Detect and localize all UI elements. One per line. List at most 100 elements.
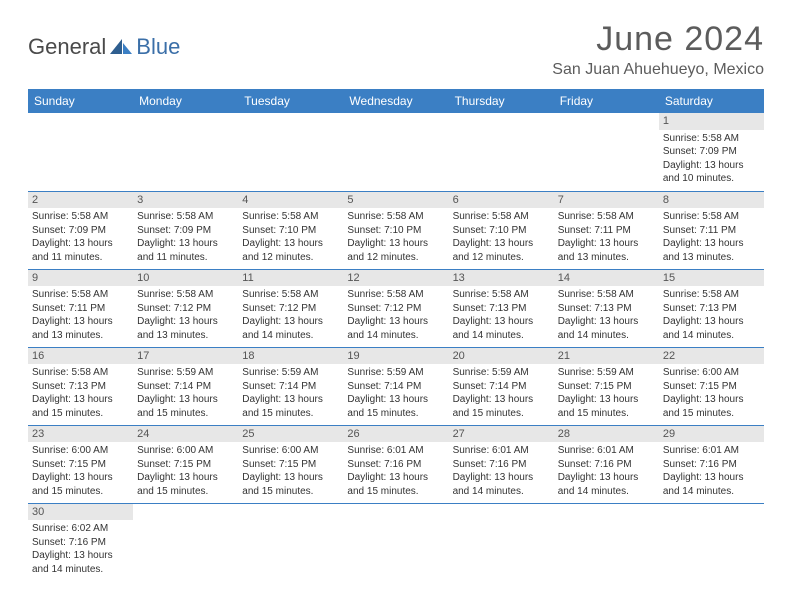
sunrise-line: Sunrise: 5:59 AM (137, 366, 234, 380)
sunset-line: Sunset: 7:15 PM (663, 380, 760, 394)
day-number: 10 (133, 270, 238, 287)
calendar-cell: 19Sunrise: 5:59 AMSunset: 7:14 PMDayligh… (343, 347, 448, 425)
calendar-cell: 2Sunrise: 5:58 AMSunset: 7:09 PMDaylight… (28, 191, 133, 269)
sunset-line: Sunset: 7:15 PM (32, 458, 129, 472)
day-number: 20 (449, 348, 554, 365)
day-number: 12 (343, 270, 448, 287)
sunrise-line: Sunrise: 5:58 AM (558, 210, 655, 224)
header: General Blue June 2024 San Juan Ahuehuey… (28, 20, 764, 79)
sunset-line: Sunset: 7:14 PM (242, 380, 339, 394)
day-number: 25 (238, 426, 343, 443)
daylight-line: Daylight: 13 hours and 15 minutes. (347, 471, 444, 498)
calendar-cell: 29Sunrise: 6:01 AMSunset: 7:16 PMDayligh… (659, 425, 764, 503)
calendar-cell: 4Sunrise: 5:58 AMSunset: 7:10 PMDaylight… (238, 191, 343, 269)
daylight-line: Daylight: 13 hours and 15 minutes. (347, 393, 444, 420)
daylight-line: Daylight: 13 hours and 15 minutes. (137, 471, 234, 498)
sunset-line: Sunset: 7:10 PM (347, 224, 444, 238)
sunset-line: Sunset: 7:15 PM (558, 380, 655, 394)
day-number: 5 (343, 192, 448, 209)
sunrise-line: Sunrise: 5:58 AM (663, 132, 760, 146)
daylight-line: Daylight: 13 hours and 13 minutes. (558, 237, 655, 264)
calendar-cell: 17Sunrise: 5:59 AMSunset: 7:14 PMDayligh… (133, 347, 238, 425)
calendar-cell: 15Sunrise: 5:58 AMSunset: 7:13 PMDayligh… (659, 269, 764, 347)
daylight-line: Daylight: 13 hours and 15 minutes. (663, 393, 760, 420)
calendar-cell: 8Sunrise: 5:58 AMSunset: 7:11 PMDaylight… (659, 191, 764, 269)
title-block: June 2024 San Juan Ahuehueyo, Mexico (552, 20, 764, 79)
day-number: 2 (28, 192, 133, 209)
brand-part2: Blue (136, 34, 180, 60)
calendar-cell: 10Sunrise: 5:58 AMSunset: 7:12 PMDayligh… (133, 269, 238, 347)
calendar-cell (343, 503, 448, 581)
sunrise-line: Sunrise: 6:01 AM (453, 444, 550, 458)
sunset-line: Sunset: 7:10 PM (453, 224, 550, 238)
sunset-line: Sunset: 7:09 PM (32, 224, 129, 238)
sunrise-line: Sunrise: 5:58 AM (32, 288, 129, 302)
sunset-line: Sunset: 7:09 PM (663, 145, 760, 159)
calendar-cell (554, 113, 659, 191)
daylight-line: Daylight: 13 hours and 15 minutes. (32, 393, 129, 420)
sunset-line: Sunset: 7:12 PM (137, 302, 234, 316)
sunrise-line: Sunrise: 6:00 AM (137, 444, 234, 458)
calendar-cell: 18Sunrise: 5:59 AMSunset: 7:14 PMDayligh… (238, 347, 343, 425)
sunrise-line: Sunrise: 5:58 AM (347, 210, 444, 224)
calendar-cell (133, 503, 238, 581)
sunrise-line: Sunrise: 6:00 AM (32, 444, 129, 458)
day-number: 24 (133, 426, 238, 443)
daylight-line: Daylight: 13 hours and 10 minutes. (663, 159, 760, 186)
month-title: June 2024 (552, 20, 764, 59)
calendar-cell (554, 503, 659, 581)
sunrise-line: Sunrise: 6:01 AM (558, 444, 655, 458)
daylight-line: Daylight: 13 hours and 14 minutes. (453, 315, 550, 342)
sunrise-line: Sunrise: 5:58 AM (242, 210, 339, 224)
daylight-line: Daylight: 13 hours and 14 minutes. (663, 315, 760, 342)
day-number: 17 (133, 348, 238, 365)
calendar-cell (659, 503, 764, 581)
calendar-cell: 3Sunrise: 5:58 AMSunset: 7:09 PMDaylight… (133, 191, 238, 269)
day-number: 3 (133, 192, 238, 209)
calendar-cell (449, 503, 554, 581)
day-number: 15 (659, 270, 764, 287)
sunrise-line: Sunrise: 5:58 AM (663, 210, 760, 224)
day-number: 28 (554, 426, 659, 443)
calendar-cell: 12Sunrise: 5:58 AMSunset: 7:12 PMDayligh… (343, 269, 448, 347)
day-number: 30 (28, 504, 133, 521)
weekday-header: Wednesday (343, 89, 448, 113)
calendar-cell: 13Sunrise: 5:58 AMSunset: 7:13 PMDayligh… (449, 269, 554, 347)
sunrise-line: Sunrise: 5:58 AM (453, 210, 550, 224)
calendar-cell: 1Sunrise: 5:58 AMSunset: 7:09 PMDaylight… (659, 113, 764, 191)
sunset-line: Sunset: 7:11 PM (32, 302, 129, 316)
sunrise-line: Sunrise: 5:58 AM (347, 288, 444, 302)
sunrise-line: Sunrise: 5:58 AM (137, 288, 234, 302)
sunset-line: Sunset: 7:16 PM (32, 536, 129, 550)
sunrise-line: Sunrise: 5:59 AM (347, 366, 444, 380)
calendar-cell (238, 113, 343, 191)
sunrise-line: Sunrise: 6:02 AM (32, 522, 129, 536)
calendar-head: SundayMondayTuesdayWednesdayThursdayFrid… (28, 89, 764, 113)
sunrise-line: Sunrise: 5:58 AM (663, 288, 760, 302)
calendar-cell (238, 503, 343, 581)
calendar-cell: 24Sunrise: 6:00 AMSunset: 7:15 PMDayligh… (133, 425, 238, 503)
weekday-header: Monday (133, 89, 238, 113)
calendar-cell: 11Sunrise: 5:58 AMSunset: 7:12 PMDayligh… (238, 269, 343, 347)
sunset-line: Sunset: 7:13 PM (453, 302, 550, 316)
sunrise-line: Sunrise: 5:58 AM (242, 288, 339, 302)
sunset-line: Sunset: 7:12 PM (347, 302, 444, 316)
sunrise-line: Sunrise: 5:58 AM (32, 366, 129, 380)
daylight-line: Daylight: 13 hours and 14 minutes. (558, 315, 655, 342)
sunrise-line: Sunrise: 5:58 AM (558, 288, 655, 302)
daylight-line: Daylight: 13 hours and 14 minutes. (558, 471, 655, 498)
sunrise-line: Sunrise: 5:59 AM (453, 366, 550, 380)
day-number: 4 (238, 192, 343, 209)
daylight-line: Daylight: 13 hours and 15 minutes. (453, 393, 550, 420)
sunset-line: Sunset: 7:16 PM (453, 458, 550, 472)
sunset-line: Sunset: 7:15 PM (242, 458, 339, 472)
sunrise-line: Sunrise: 6:01 AM (347, 444, 444, 458)
calendar-cell (133, 113, 238, 191)
day-number: 19 (343, 348, 448, 365)
day-number: 7 (554, 192, 659, 209)
daylight-line: Daylight: 13 hours and 15 minutes. (32, 471, 129, 498)
sunrise-line: Sunrise: 5:59 AM (558, 366, 655, 380)
calendar-table: SundayMondayTuesdayWednesdayThursdayFrid… (28, 89, 764, 581)
daylight-line: Daylight: 13 hours and 11 minutes. (137, 237, 234, 264)
day-number: 27 (449, 426, 554, 443)
